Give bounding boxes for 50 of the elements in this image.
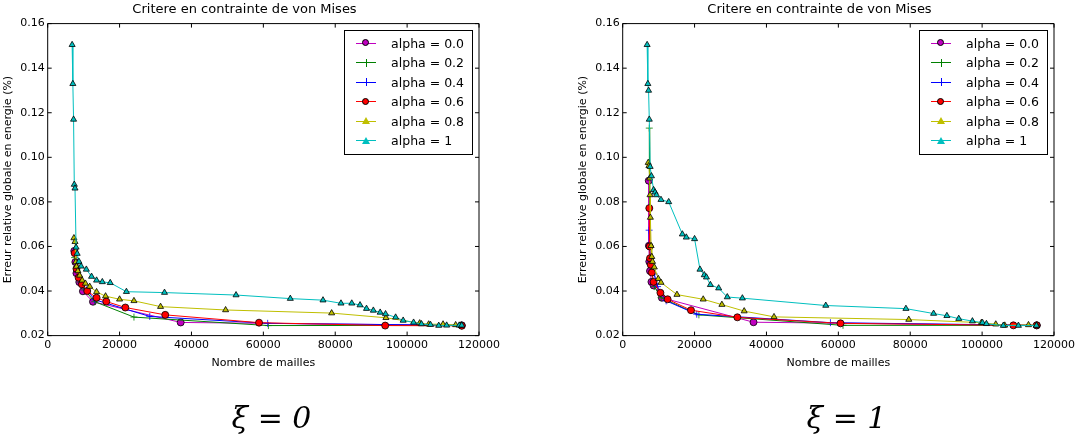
legend-label: alpha = 1	[966, 132, 1028, 151]
legend-label: alpha = 0.0	[391, 34, 465, 53]
legend-label: alpha = 0.4	[966, 73, 1040, 92]
y-tick-label: 0.12	[20, 105, 45, 119]
y-tick-label: 0.16	[20, 16, 45, 30]
text: ξ = 1	[805, 400, 888, 435]
y-tick-label: 0.08	[595, 194, 620, 208]
y-tick-label: 0.12	[595, 105, 620, 119]
y-tick-label: 0.06	[595, 239, 620, 253]
x-tick-label: 0	[619, 338, 627, 352]
chart-title: Critere en contrainte de von Mises	[132, 1, 357, 17]
legend-label: alpha = 0.4	[391, 73, 465, 92]
x-tick-label: 40000	[173, 338, 209, 352]
y-tick-label: 0.02	[20, 328, 45, 342]
legend-label: alpha = 0.2	[391, 54, 465, 73]
x-tick-label: 60000	[245, 338, 281, 352]
x-tick-label: 120000	[458, 338, 500, 352]
x-tick-label: 40000	[748, 338, 784, 352]
legend-label: alpha = 0.2	[966, 54, 1040, 73]
x-axis-title: Nombre de mailles	[786, 356, 891, 370]
x-tick-label: 100000	[961, 338, 1004, 352]
y-axis-title: Erreur relative globale en energie (%)	[1, 75, 15, 284]
legend-label: alpha = 0.8	[966, 112, 1040, 131]
y-tick-label: 0.04	[595, 283, 620, 297]
y-tick-label: 0.10	[20, 150, 45, 164]
y-tick-label: 0.10	[595, 150, 620, 164]
y-axis-title: Erreur relative globale en energie (%)	[576, 75, 590, 284]
y-tick-label: 0.14	[595, 61, 620, 75]
x-tick-label: 20000	[102, 338, 138, 352]
y-tick-label: 0.02	[595, 328, 620, 342]
x-tick-label: 80000	[317, 338, 353, 352]
x-tick-label: 60000	[820, 338, 856, 352]
y-tick-label: 0.04	[20, 283, 45, 297]
x-tick-label: 80000	[892, 338, 928, 352]
y-tick-label: 0.08	[20, 194, 45, 208]
legend-label: alpha = 0.6	[966, 93, 1040, 112]
y-tick-label: 0.06	[20, 239, 45, 253]
x-tick-label: 20000	[677, 338, 713, 352]
text: ξ = 0	[230, 400, 313, 435]
legend-label: alpha = 0.8	[391, 112, 465, 131]
x-tick-label: 120000	[1033, 338, 1075, 352]
x-tick-label: 0	[44, 338, 52, 352]
legend-label: alpha = 1	[391, 132, 453, 151]
legend-label: alpha = 0.0	[966, 34, 1040, 53]
x-tick-label: 100000	[386, 338, 429, 352]
x-axis-title: Nombre de mailles	[211, 356, 316, 370]
y-tick-label: 0.14	[20, 61, 45, 75]
chart-title: Critere en contrainte de von Mises	[707, 1, 932, 17]
y-tick-label: 0.16	[595, 16, 620, 30]
legend-label: alpha = 0.6	[391, 93, 465, 112]
